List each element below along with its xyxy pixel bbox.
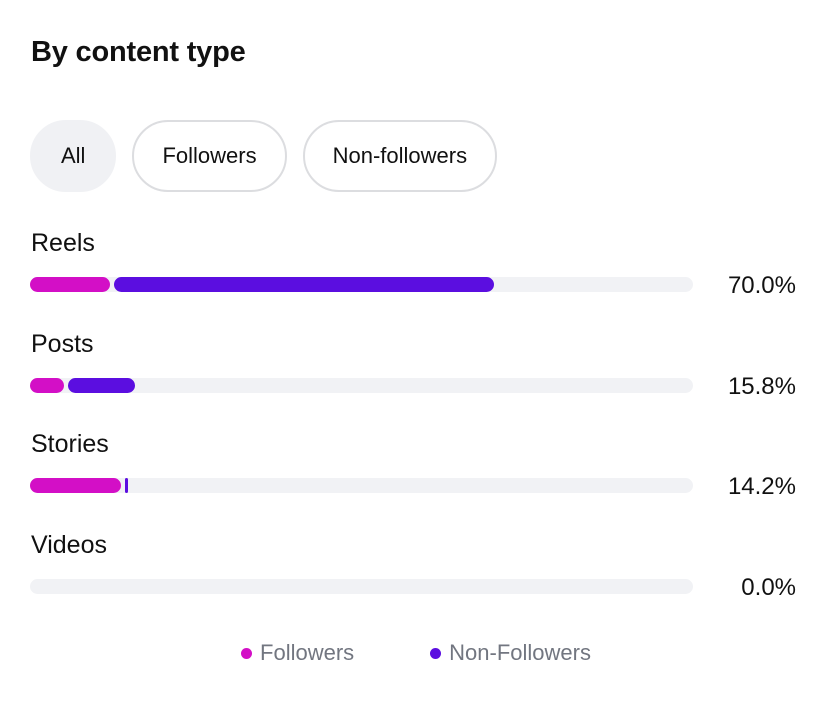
category-label: Posts	[31, 329, 94, 358]
legend-dot-followers	[241, 647, 253, 659]
bar-track	[30, 377, 693, 393]
percentage-value: 15.8%	[727, 372, 796, 400]
legend-item-non-followers: Non-Followers	[430, 640, 591, 666]
percentage-value: 70.0%	[727, 272, 796, 299]
percentage-value: 14.2%	[727, 473, 796, 500]
legend-dot-non-followers	[430, 647, 442, 659]
bar-track	[30, 478, 693, 493]
chart-row-posts: Posts 15.8%	[30, 329, 798, 430]
content-type-chart: Reels 70.0% Posts 15.8% Stories 14.2% Vi…	[30, 228, 798, 630]
bar-segment-followers	[30, 377, 65, 393]
legend-item-followers: Followers	[241, 640, 354, 666]
bar-segment-non-followers	[113, 277, 495, 292]
chart-row-reels: Reels 70.0%	[30, 228, 798, 329]
legend-label: Non-Followers	[449, 640, 591, 665]
category-label: Videos	[31, 530, 107, 559]
bar-track	[30, 277, 693, 292]
bar-segment-followers	[30, 277, 110, 292]
audience-filter-group: All Followers Non-followers	[30, 120, 498, 192]
bar-segment-non-followers	[68, 377, 135, 393]
chart-row-videos: Videos 0.0%	[30, 530, 798, 631]
legend-label: Followers	[260, 640, 355, 665]
chart-legend: Followers Non-Followers	[0, 640, 828, 666]
category-label: Stories	[31, 430, 109, 458]
bar-track	[30, 578, 693, 594]
filter-all-button[interactable]: All	[30, 120, 117, 192]
percentage-value: 0.0%	[741, 573, 796, 601]
filter-non-followers-button[interactable]: Non-followers	[302, 120, 498, 192]
chart-row-stories: Stories 14.2%	[30, 429, 798, 530]
category-label: Reels	[31, 229, 95, 257]
bar-segment-non-followers	[125, 478, 129, 493]
filter-followers-button[interactable]: Followers	[132, 120, 287, 192]
bar-segment-followers	[30, 478, 122, 493]
section-title: By content type	[31, 36, 246, 68]
